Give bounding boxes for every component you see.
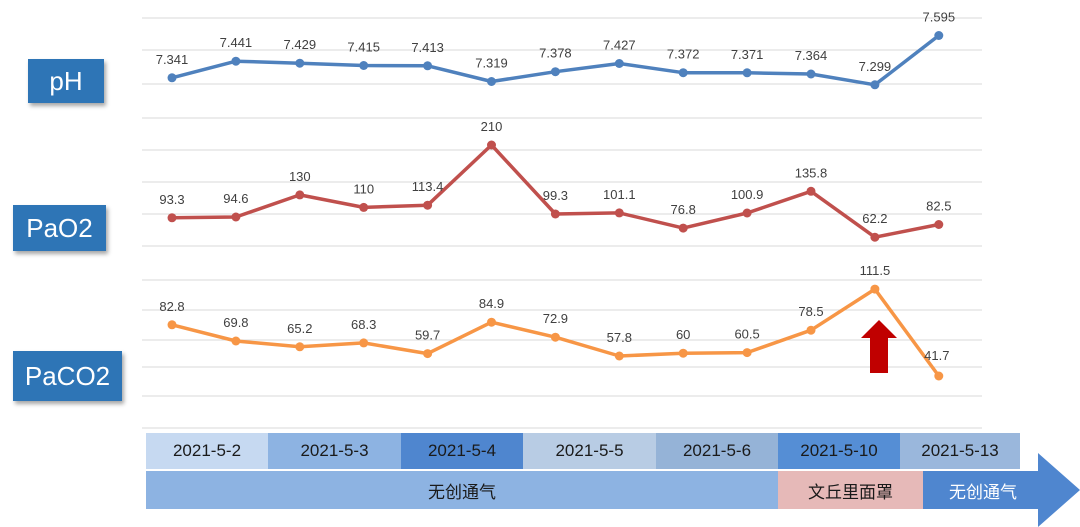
pao2-point-2 bbox=[231, 212, 241, 222]
timeline-arrow bbox=[923, 453, 1080, 527]
date-cell-7: 2021-5-13 bbox=[900, 433, 1020, 469]
paco2-point-1 bbox=[167, 320, 177, 330]
paco2-point-8 bbox=[614, 351, 624, 361]
ph-data-label-2: 7.441 bbox=[220, 35, 253, 50]
pao2-point-1 bbox=[167, 213, 177, 223]
paco2-data-label-11: 78.5 bbox=[798, 304, 823, 319]
paco2-data-label-7: 72.9 bbox=[543, 311, 568, 326]
date-cell-3: 2021-5-4 bbox=[401, 433, 523, 469]
ph-point-11 bbox=[806, 69, 816, 79]
pao2-data-label-6: 210 bbox=[481, 119, 503, 134]
paco2-data-label-6: 84.9 bbox=[479, 296, 504, 311]
ph-data-label-9: 7.372 bbox=[667, 47, 700, 62]
ph-data-label-5: 7.413 bbox=[411, 40, 444, 55]
ph-point-10 bbox=[742, 68, 752, 78]
paco2-point-9 bbox=[678, 348, 688, 358]
pao2-data-label-7: 99.3 bbox=[543, 188, 568, 203]
paco2-data-label-8: 57.8 bbox=[607, 330, 632, 345]
pao2-data-label-9: 76.8 bbox=[671, 202, 696, 217]
pao2-data-label-4: 110 bbox=[353, 181, 374, 196]
pao2-point-11 bbox=[806, 186, 816, 196]
ph-label: pH bbox=[28, 59, 104, 103]
pao2-point-7 bbox=[550, 209, 560, 219]
pao2-data-label-10: 100.9 bbox=[731, 187, 764, 202]
pao2-data-label-5: 113.4 bbox=[412, 179, 444, 194]
date-cell-1: 2021-5-2 bbox=[146, 433, 268, 469]
pao2-data-label-2: 94.6 bbox=[223, 191, 248, 206]
ph-point-12 bbox=[870, 80, 880, 90]
date-cell-6: 2021-5-10 bbox=[778, 433, 900, 469]
ph-point-5 bbox=[423, 61, 433, 71]
ph-data-label-4: 7.415 bbox=[347, 40, 380, 55]
pao2-data-label-12: 62.2 bbox=[862, 211, 887, 226]
rise-arrow-icon bbox=[861, 320, 897, 373]
mode-cell-3: 无创通气 bbox=[923, 453, 1080, 527]
ph-point-9 bbox=[678, 68, 688, 78]
mode-cell-1: 无创通气 bbox=[146, 471, 778, 509]
pao2-point-12 bbox=[870, 232, 880, 242]
pao2-data-label-1: 93.3 bbox=[159, 192, 184, 207]
ph-data-label-6: 7.319 bbox=[475, 56, 508, 71]
paco2-data-label-1: 82.8 bbox=[159, 299, 184, 314]
date-cell-4: 2021-5-5 bbox=[523, 433, 656, 469]
ph-point-1 bbox=[167, 73, 177, 83]
ph-data-label-7: 7.378 bbox=[539, 46, 572, 61]
paco2-point-6 bbox=[487, 317, 496, 327]
paco2-data-label-5: 59.7 bbox=[415, 328, 440, 343]
ph-point-2 bbox=[231, 56, 241, 66]
mode-cell-2: 文丘里面罩 bbox=[778, 471, 923, 509]
ph-data-label-11: 7.364 bbox=[795, 48, 828, 63]
ph-point-4 bbox=[359, 61, 369, 70]
paco2-label: PaCO2 bbox=[13, 351, 122, 401]
pao2-point-3 bbox=[295, 190, 305, 200]
paco2-data-label-13: 41.7 bbox=[924, 348, 949, 363]
ph-point-3 bbox=[295, 58, 305, 68]
paco2-data-label-4: 68.3 bbox=[351, 317, 376, 332]
paco2-point-2 bbox=[231, 336, 241, 346]
ph-data-label-12: 7.299 bbox=[859, 59, 892, 74]
ph-point-7 bbox=[550, 67, 560, 77]
pao2-point-8 bbox=[614, 208, 624, 218]
pao2-data-label-13: 82.5 bbox=[926, 199, 951, 214]
paco2-point-4 bbox=[359, 338, 369, 348]
ph-data-label-1: 7.341 bbox=[156, 52, 189, 67]
pao2-data-label-3: 130 bbox=[289, 169, 311, 184]
pao2-point-6 bbox=[487, 140, 496, 150]
paco2-point-3 bbox=[295, 342, 305, 352]
pao2-point-10 bbox=[742, 208, 752, 218]
ph-data-label-3: 7.429 bbox=[284, 37, 317, 52]
date-cell-5: 2021-5-6 bbox=[656, 433, 778, 469]
pao2-point-13 bbox=[934, 220, 944, 229]
ph-point-13 bbox=[934, 31, 944, 40]
ph-data-label-8: 7.427 bbox=[603, 38, 636, 53]
paco2-point-12 bbox=[870, 284, 880, 294]
pao2-point-5 bbox=[423, 200, 433, 210]
paco2-data-label-3: 65.2 bbox=[287, 321, 312, 336]
paco2-point-13 bbox=[934, 371, 944, 381]
ph-point-6 bbox=[487, 77, 496, 86]
pao2-data-label-8: 101.1 bbox=[603, 187, 636, 202]
ph-point-8 bbox=[614, 59, 624, 68]
date-cell-2: 2021-5-3 bbox=[268, 433, 401, 469]
paco2-point-5 bbox=[423, 349, 433, 359]
paco2-point-10 bbox=[742, 348, 752, 358]
pao2-data-label-11: 135.8 bbox=[795, 165, 828, 180]
paco2-data-label-10: 60.5 bbox=[734, 327, 759, 342]
pao2-point-4 bbox=[359, 202, 369, 212]
paco2-data-label-12: 111.5 bbox=[860, 263, 891, 278]
paco2-point-7 bbox=[550, 332, 560, 342]
ph-data-label-10: 7.371 bbox=[731, 47, 764, 62]
pao2-point-9 bbox=[678, 223, 688, 233]
paco2-point-11 bbox=[806, 325, 816, 335]
ph-data-label-13: 7.595 bbox=[923, 10, 956, 25]
mode-cell-3-label: 无创通气 bbox=[949, 482, 1017, 503]
paco2-data-label-2: 69.8 bbox=[223, 315, 248, 330]
pao2-label: PaO2 bbox=[13, 205, 106, 251]
paco2-data-label-9: 60 bbox=[676, 327, 690, 342]
